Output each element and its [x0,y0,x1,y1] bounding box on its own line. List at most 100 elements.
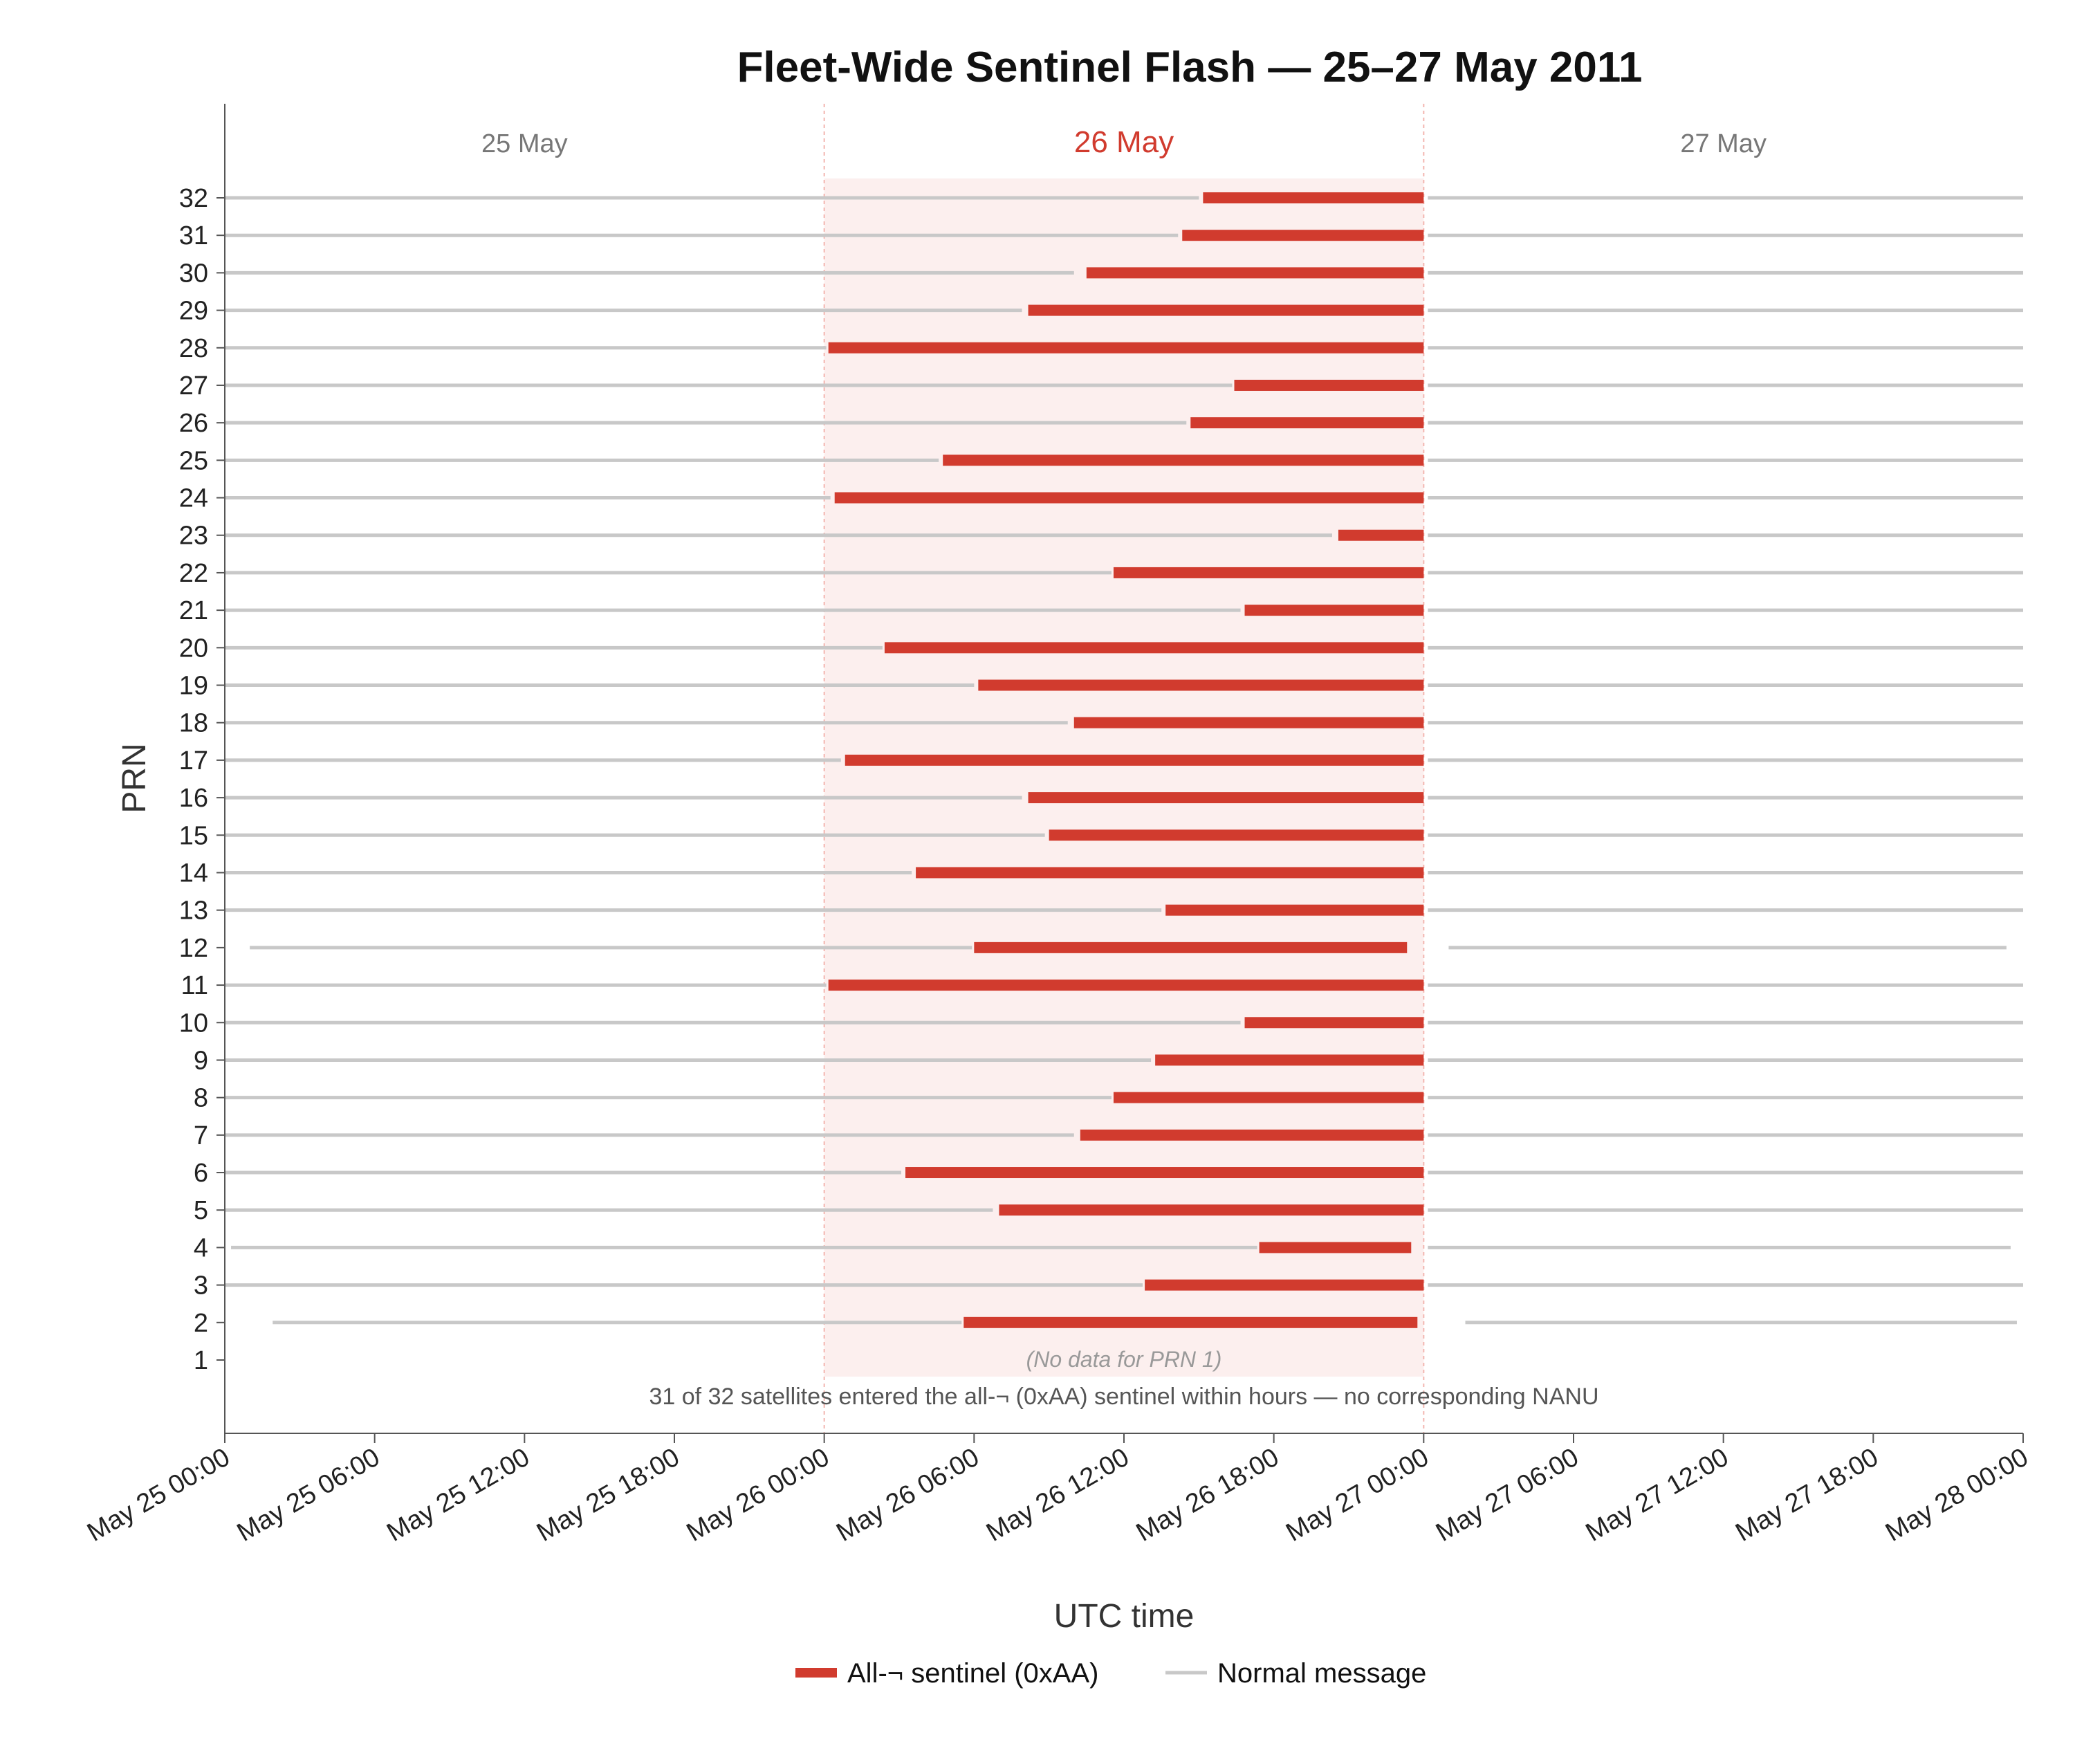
y-tick-label: 12 [179,934,208,963]
satellite-row [225,454,2023,466]
sentinel-bar [1049,829,1424,841]
y-tick-label: 13 [179,897,208,926]
sentinel-bar [884,642,1424,654]
satellite-row [225,230,2023,241]
satellite-row [225,1092,2023,1103]
y-tick-label: 26 [179,409,208,438]
sentinel-bar [1234,379,1424,391]
day-label: 27 May [1680,129,1767,158]
sentinel-bar [1113,1092,1424,1103]
satellite-row [225,904,2023,916]
y-tick-label: 10 [179,1009,208,1038]
satellite-row [225,342,2023,353]
satellite-row [225,679,2023,691]
sentinel-bar [828,342,1424,353]
satellite-row [273,1316,2017,1328]
y-tick-label: 28 [179,334,208,363]
day-label: 25 May [481,129,568,158]
satellite-rows [225,192,2023,1328]
legend-label: Normal message [1217,1658,1426,1689]
sentinel-bar [1244,1017,1424,1029]
sentinel-bar [1244,605,1424,616]
y-tick-label: 17 [179,746,208,775]
sentinel-bar [999,1204,1424,1216]
satellite-row [225,792,2023,804]
satellite-row [225,605,2023,616]
satellite-row [225,980,2023,991]
satellite-row [225,492,2023,504]
sentinel-bar [1028,304,1424,316]
y-tick-label: 21 [179,596,208,625]
sentinel-bar [1086,267,1424,279]
satellite-row [225,829,2023,841]
satellite-row [225,754,2023,766]
sentinel-bar [1155,1054,1424,1066]
highlight-span [824,178,1424,1377]
y-tick-label: 30 [179,259,208,288]
y-tick-label: 31 [179,221,208,250]
satellite-row [225,1017,2023,1029]
y-tick-label: 1 [194,1346,208,1375]
satellite-row [225,304,2023,316]
satellite-row [225,567,2023,578]
legend: All-¬ sentinel (0xAA) Normal message [795,1658,1426,1689]
sentinel-bar [905,1167,1424,1179]
sentinel-bar [963,1316,1418,1328]
satellite-row [225,192,2023,203]
sentinel-bar [1203,192,1424,203]
no-data-note: (No data for PRN 1) [1026,1347,1222,1372]
sentinel-bar [1080,1129,1424,1141]
legend-swatch-sentinel [795,1668,837,1678]
summary-note: 31 of 32 satellites entered the all-¬ (0… [649,1384,1599,1410]
sentinel-bar [1259,1242,1412,1253]
highlight-layer [823,104,1425,1433]
sentinel-bar [828,980,1424,991]
y-tick-label: 8 [194,1084,208,1113]
y-tick-label: 4 [194,1233,208,1262]
y-tick-label: 14 [179,858,208,888]
satellite-row [225,417,2023,429]
y-tick-label: 11 [181,971,208,1000]
sentinel-bar [1338,529,1424,541]
y-tick-label: 23 [179,522,208,551]
satellite-row [225,1204,2023,1216]
y-tick-label: 2 [194,1309,208,1338]
sentinel-bar [1145,1279,1424,1291]
satellite-row [225,529,2023,541]
sentinel-bar [1073,717,1424,728]
satellite-row [231,1242,2011,1253]
satellite-row [225,1167,2023,1179]
y-tick-label: 7 [194,1121,208,1150]
y-tick-label: 16 [179,784,208,813]
satellite-row [225,379,2023,391]
sentinel-bar [978,679,1424,691]
sentinel-bar [1113,567,1424,578]
satellite-row [225,642,2023,654]
sentinel-bar [1190,417,1424,429]
y-tick-label: 19 [179,672,208,701]
satellite-row [250,941,2007,953]
y-tick-label: 29 [179,297,208,326]
y-tick-label: 24 [179,484,208,513]
day-label: 26 May [1074,125,1174,159]
chart-title: Fleet-Wide Sentinel Flash — 25–27 May 20… [737,44,1643,91]
y-tick-label: 27 [179,371,208,401]
sentinel-bar [916,867,1424,879]
y-tick-label: 15 [179,821,208,850]
sentinel-bar [1182,230,1424,241]
sentinel-bar [834,492,1424,504]
satellite-row [225,717,2023,728]
sentinel-bar [1165,904,1424,916]
y-tick-label: 5 [194,1196,208,1225]
y-axis-title: PRN [116,743,153,813]
legend-label: All-¬ sentinel (0xAA) [847,1658,1098,1689]
sentinel-bar [943,454,1424,466]
y-tick-label: 22 [179,559,208,588]
satellite-row [225,267,2023,279]
x-axis-title: UTC time [1054,1598,1195,1635]
y-tick-label: 32 [179,184,208,213]
sentinel-bar [1028,792,1424,804]
y-tick-label: 9 [194,1046,208,1075]
